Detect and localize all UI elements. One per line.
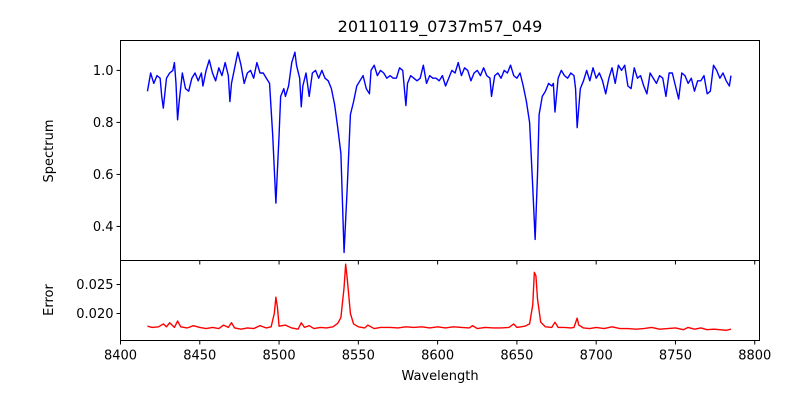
x-tick-label: 8500: [263, 349, 296, 364]
x-tick-label: 8650: [500, 349, 533, 364]
x-tick-label: 8600: [421, 349, 454, 364]
bottom-axes-frame: [120, 260, 760, 341]
y-tick-label: 0.025: [76, 278, 113, 293]
bottom-y-axis-label: Error: [42, 284, 57, 316]
top-y-axis-label: Spectrum: [42, 120, 57, 183]
y-tick-label: 1.0: [93, 64, 114, 79]
x-tick-label: 8750: [659, 349, 692, 364]
x-tick-label: 8450: [183, 349, 216, 364]
x-tick-label: 8800: [738, 349, 771, 364]
chart-title: 20110119_0737m57_049: [338, 17, 543, 37]
x-tick-label: 8700: [580, 349, 613, 364]
x-tick-label: 8400: [104, 349, 137, 364]
spectrum-line: [146, 51, 732, 254]
x-axis-label: Wavelength: [401, 369, 478, 384]
y-tick-label: 0.6: [93, 168, 114, 183]
x-tick-label: 8550: [342, 349, 375, 364]
y-tick-label: 0.4: [93, 220, 114, 235]
error-line: [147, 263, 732, 331]
y-tick-label: 0.020: [76, 307, 113, 322]
y-tick-label: 0.8: [93, 116, 114, 131]
